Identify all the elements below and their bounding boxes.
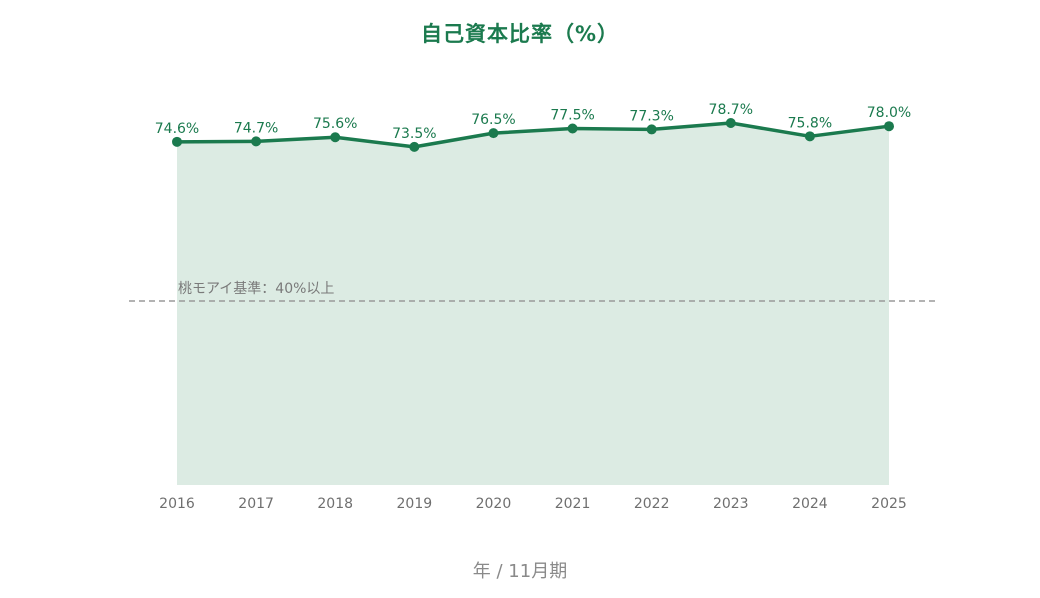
data-point-2021 xyxy=(567,123,578,134)
x-axis-title: 年 / 11月期 xyxy=(472,561,568,582)
series-line-layer xyxy=(175,121,891,149)
data-point-2017 xyxy=(251,136,262,147)
chart-title: 自己資本比率（%） xyxy=(420,22,620,46)
x-tick-2017: 2017 xyxy=(238,496,274,512)
data-label-2023: 78.7% xyxy=(709,102,753,118)
x-tick-2020: 2020 xyxy=(476,496,512,512)
data-label-2020: 76.5% xyxy=(471,112,515,128)
data-point-2018 xyxy=(330,132,341,143)
data-point-2025 xyxy=(884,121,894,132)
data-point-2024 xyxy=(804,131,815,142)
series-line xyxy=(175,121,891,149)
x-tick-2019: 2019 xyxy=(397,496,433,512)
data-points-layer xyxy=(172,117,894,152)
reference-line-label: 桃モアイ基準：40%以上 xyxy=(178,280,334,297)
data-label-2025: 78.0% xyxy=(867,105,911,121)
x-tick-2018: 2018 xyxy=(317,496,353,512)
reference-line-layer: 桃モアイ基準：40%以上 xyxy=(129,280,937,302)
x-tick-2023: 2023 xyxy=(713,496,749,512)
x-tick-2025: 2025 xyxy=(871,496,907,512)
data-point-2020 xyxy=(488,128,499,139)
data-label-2016: 74.6% xyxy=(155,121,199,137)
data-point-2022 xyxy=(646,124,657,135)
x-tick-2021: 2021 xyxy=(555,496,591,512)
x-tick-2016: 2016 xyxy=(159,496,195,512)
data-label-2019: 73.5% xyxy=(392,126,436,142)
data-label-2021: 77.5% xyxy=(550,108,594,124)
data-label-2018: 75.6% xyxy=(313,116,357,132)
x-tick-2024: 2024 xyxy=(792,496,828,512)
x-tick-labels-layer: 2016 2017 2018 2019 2020 2021 2022 2023 2024 2025 xyxy=(159,496,907,512)
data-label-2024: 75.8% xyxy=(788,115,832,131)
area-fill-layer xyxy=(177,122,889,485)
data-point-2019 xyxy=(409,141,420,152)
data-label-2017: 74.7% xyxy=(234,120,278,136)
data-label-2022: 77.3% xyxy=(629,108,673,124)
data-labels-layer: 74.6% 74.7% 75.6% 73.5% 76.5% 77.5% 77.3% 78.7%… xyxy=(155,102,911,142)
x-tick-2022: 2022 xyxy=(634,496,670,512)
area-fill xyxy=(177,122,889,485)
data-point-2016 xyxy=(172,136,182,147)
data-point-2023 xyxy=(725,117,736,128)
